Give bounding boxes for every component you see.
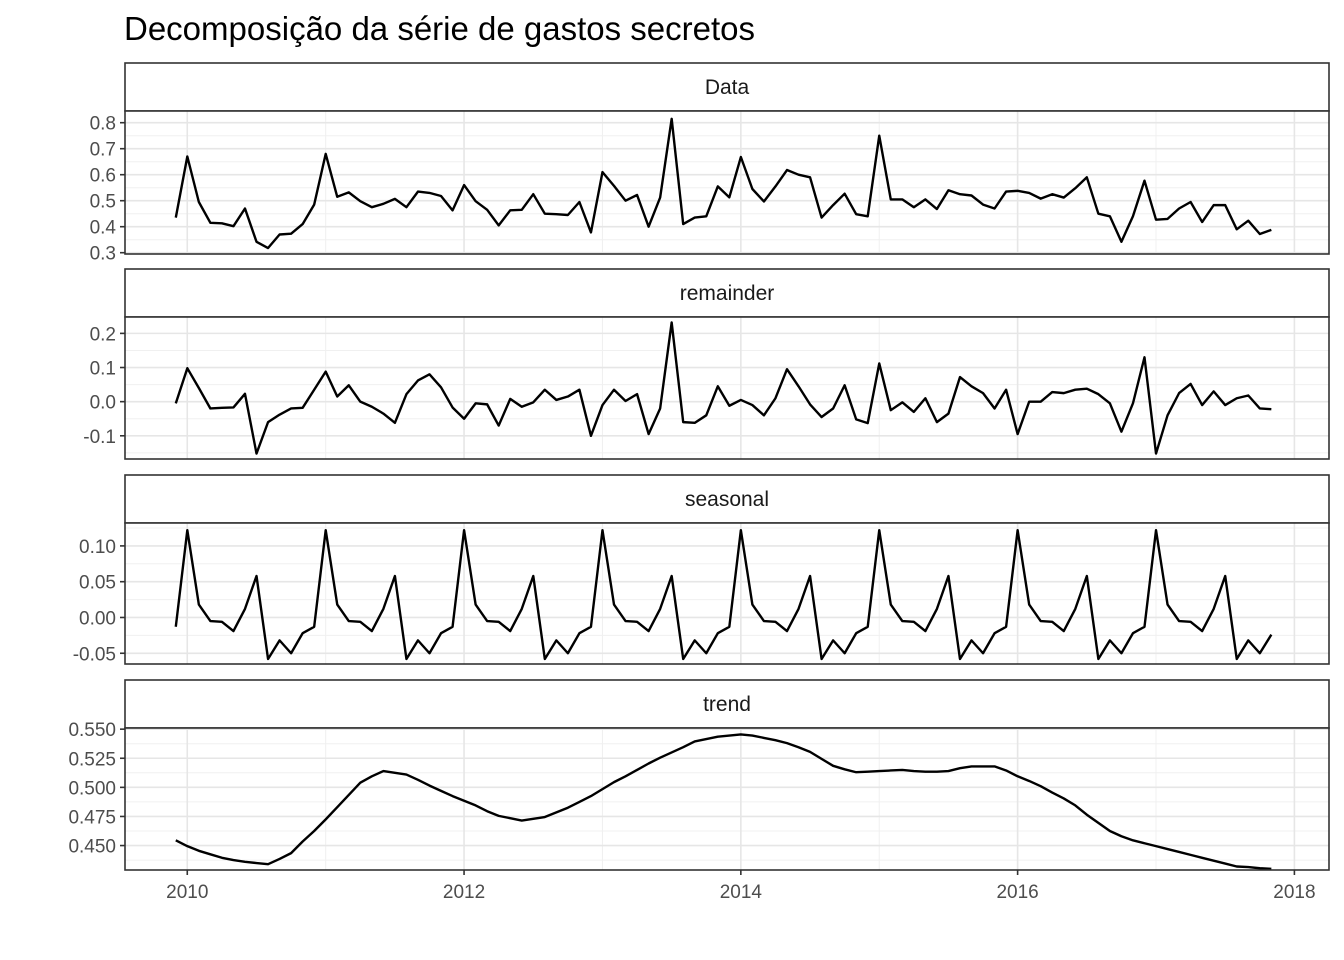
strip-background — [124, 474, 1330, 524]
y-tick-label: 0.500 — [68, 778, 116, 799]
y-tick-label: 0.2 — [90, 324, 116, 345]
plot-background — [125, 728, 1329, 870]
x-tick-label: 2018 — [1273, 882, 1315, 903]
x-tick-label: 2010 — [166, 882, 208, 903]
strip-background — [124, 268, 1330, 318]
strip-label: Data — [705, 76, 750, 99]
strip-label: remainder — [680, 282, 775, 305]
y-tick-label: 0.5 — [90, 192, 116, 213]
panel-remainder: remainder -0.1 0.0 0.1 0.2 — [83, 268, 1330, 460]
series-line-remainder — [174, 321, 1272, 455]
y-tick-label: 0.0 — [90, 393, 116, 414]
panel-trend: trend 0.450 0.475 0.500 0.525 0.550 — [68, 679, 1330, 871]
panel-border — [124, 522, 1330, 665]
x-tick-label: 2016 — [996, 882, 1038, 903]
panel-border — [124, 727, 1330, 871]
y-tick-label: 0.8 — [90, 114, 116, 135]
y-tick-label: 0.3 — [90, 244, 116, 265]
series-line-seasonal — [174, 528, 1273, 661]
y-tick-label: 0.7 — [90, 140, 116, 161]
y-tick-label: 0.4 — [90, 218, 117, 239]
x-axis: 2010 2012 2014 2016 2018 — [166, 870, 1316, 903]
strip-background — [124, 679, 1330, 729]
strip-label: trend — [703, 693, 751, 716]
panel-border — [124, 110, 1330, 255]
panels: Data 0.3 0.4 0.5 0.6 0.7 0.8 remainder -0.1 0.0 0.… — [68, 62, 1330, 871]
y-tick-label: 0.525 — [68, 749, 116, 770]
x-tick-label: 2012 — [443, 882, 485, 903]
y-tick-label: 0.550 — [68, 720, 116, 741]
y-tick-label: 0.6 — [90, 166, 116, 187]
y-tick-label: 0.475 — [68, 807, 116, 828]
y-tick-label: 0.00 — [79, 608, 116, 629]
y-tick-label: 0.450 — [68, 837, 116, 858]
panel-seasonal: seasonal -0.05 0.00 0.05 0.10 — [73, 474, 1330, 665]
y-tick-label: -0.1 — [83, 427, 116, 448]
panel-data: Data 0.3 0.4 0.5 0.6 0.7 0.8 — [90, 62, 1330, 265]
plot-background — [125, 111, 1329, 254]
panel-border — [124, 316, 1330, 460]
y-tick-label: 0.1 — [90, 359, 116, 380]
x-tick-label: 2014 — [720, 882, 763, 903]
strip-background — [124, 62, 1330, 112]
chart-title: Decomposição da série de gastos secretos — [124, 10, 755, 47]
series-line-data — [174, 117, 1272, 250]
y-tick-label: -0.05 — [73, 644, 116, 665]
series-line-trend — [175, 733, 1272, 871]
y-tick-label: 0.10 — [79, 537, 116, 558]
strip-label: seasonal — [685, 488, 769, 511]
y-tick-label: 0.05 — [79, 573, 116, 594]
